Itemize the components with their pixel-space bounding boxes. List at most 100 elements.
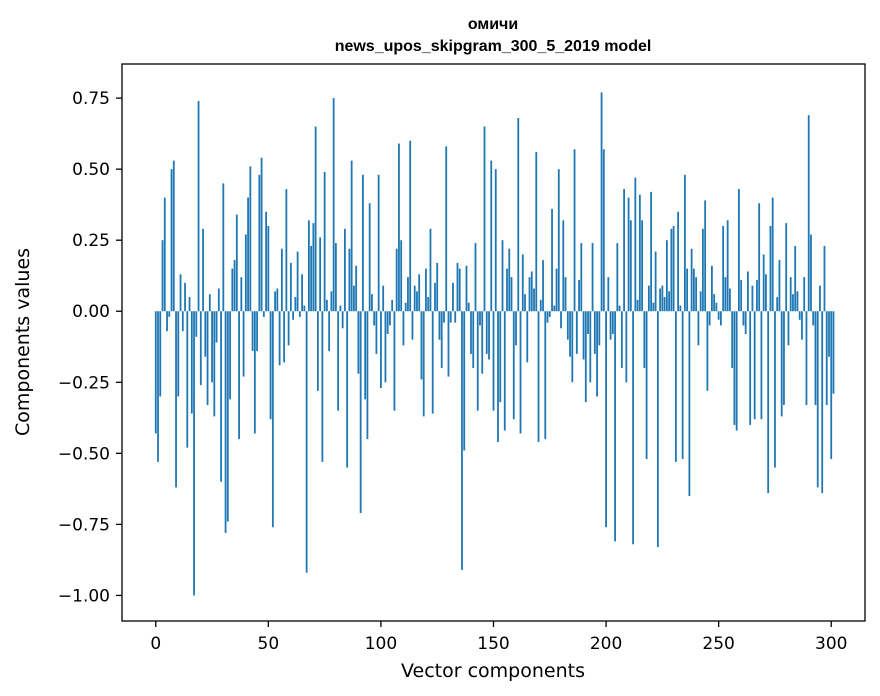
bar-188 <box>578 279 580 312</box>
bar-7 <box>170 169 173 312</box>
bar-98 <box>375 311 378 354</box>
bar-176 <box>551 208 553 312</box>
y-tick-label: −0.50 <box>58 444 110 464</box>
bar-240 <box>695 277 698 312</box>
bar-157 <box>508 248 511 312</box>
bar-29 <box>220 311 222 482</box>
bar-1 <box>157 311 159 462</box>
bar-224 <box>659 288 662 312</box>
y-tick-label: −0.75 <box>58 515 110 535</box>
bar-233 <box>679 305 682 312</box>
bar-128 <box>443 311 445 323</box>
bar-91 <box>359 311 362 514</box>
bar-19 <box>197 100 200 312</box>
bar-282 <box>789 277 792 312</box>
bar-92 <box>362 174 364 312</box>
bar-11 <box>179 274 182 312</box>
bar-33 <box>229 311 231 400</box>
bar-295 <box>819 285 821 312</box>
bar-6 <box>168 311 171 317</box>
bar-47 <box>260 157 263 312</box>
bar-121 <box>427 297 430 312</box>
bar-231 <box>674 311 677 462</box>
bar-77 <box>328 311 331 352</box>
bar-134 <box>456 262 459 312</box>
bar-278 <box>780 311 783 417</box>
bar-82 <box>339 305 342 312</box>
bar-107 <box>395 248 398 312</box>
bar-80 <box>334 243 337 312</box>
bar-267 <box>756 279 758 312</box>
bar-270 <box>762 254 765 312</box>
bar-237 <box>688 311 691 496</box>
bar-37 <box>238 311 240 440</box>
bar-36 <box>235 214 238 312</box>
bar-61 <box>292 311 295 320</box>
bar-288 <box>803 277 806 312</box>
bar-251 <box>720 311 722 326</box>
bar-24 <box>208 294 211 312</box>
bar-42 <box>249 166 252 312</box>
y-tick-label: 0.25 <box>72 231 110 251</box>
bar-67 <box>305 311 308 573</box>
bar-58 <box>285 189 288 312</box>
x-tick-label: 300 <box>815 634 847 654</box>
x-axis-ticks: 0 50 100 150 200 250 300 <box>150 621 847 654</box>
bar-164 <box>524 294 526 312</box>
bar-15 <box>188 297 191 312</box>
bar-152 <box>497 311 499 442</box>
bar-260 <box>740 279 743 312</box>
bar-44 <box>253 311 256 434</box>
bar-189 <box>580 243 583 312</box>
bar-20 <box>199 311 202 386</box>
bar-56 <box>280 248 283 312</box>
bar-299 <box>828 311 830 357</box>
bar-227 <box>665 240 668 312</box>
bar-140 <box>470 311 472 354</box>
bar-298 <box>825 311 828 406</box>
bar-290 <box>807 115 810 312</box>
bar-126 <box>438 311 441 340</box>
bar-103 <box>386 311 389 334</box>
bar-177 <box>553 305 556 312</box>
bar-153 <box>499 311 502 403</box>
bar-48 <box>262 311 265 317</box>
bar-220 <box>650 191 653 312</box>
bar-146 <box>483 126 486 312</box>
bar-147 <box>485 311 488 354</box>
bar-271 <box>765 274 767 312</box>
bar-256 <box>731 311 734 369</box>
bar-113 <box>409 140 412 312</box>
bar-50 <box>267 225 270 312</box>
bar-254 <box>726 220 729 312</box>
bar-154 <box>501 240 504 312</box>
bar-119 <box>422 311 425 417</box>
bar-289 <box>805 311 808 406</box>
bar-18 <box>195 311 198 337</box>
bar-130 <box>447 311 450 377</box>
bar-214 <box>636 299 639 312</box>
bar-301 <box>832 311 835 394</box>
bar-262 <box>744 311 747 334</box>
bar-series <box>154 92 835 596</box>
bar-292 <box>812 311 815 326</box>
bar-221 <box>652 302 655 312</box>
bar-133 <box>454 311 457 323</box>
bar-158 <box>510 277 513 312</box>
bar-204 <box>614 311 616 542</box>
bar-125 <box>436 262 439 312</box>
bar-74 <box>321 311 324 462</box>
bar-96 <box>371 294 373 312</box>
bar-284 <box>794 245 797 312</box>
bar-3 <box>161 240 164 312</box>
bar-244 <box>704 200 707 312</box>
bar-166 <box>528 277 531 312</box>
bar-49 <box>265 211 267 312</box>
bar-210 <box>627 197 630 312</box>
bar-14 <box>186 311 189 448</box>
bar-266 <box>753 311 756 420</box>
bar-26 <box>213 311 216 417</box>
bar-159 <box>512 311 515 420</box>
bar-163 <box>521 254 524 312</box>
bar-235 <box>683 174 686 312</box>
